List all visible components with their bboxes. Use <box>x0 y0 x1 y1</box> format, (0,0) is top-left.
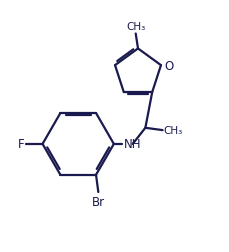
Text: NH: NH <box>123 138 140 151</box>
Text: CH₃: CH₃ <box>163 125 182 136</box>
Text: Br: Br <box>91 195 104 208</box>
Text: CH₃: CH₃ <box>125 22 145 32</box>
Text: F: F <box>18 138 25 151</box>
Text: O: O <box>164 59 173 72</box>
